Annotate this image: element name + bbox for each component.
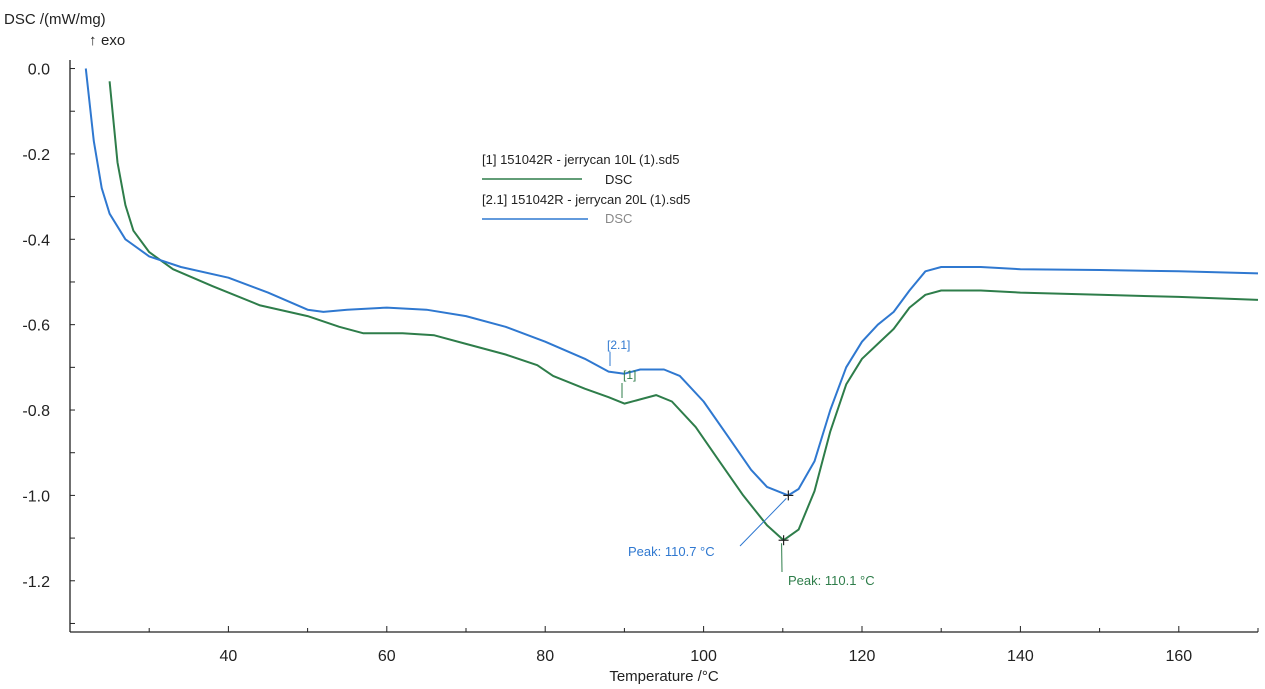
legend-series-1-name: [1] 151042R - jerrycan 10L (1).sd5 <box>482 152 680 167</box>
axes <box>69 60 1258 633</box>
exo-arrow-icon: ↑ <box>89 32 97 49</box>
peak-annotation-series-1: Peak: 110.1 °C <box>788 573 875 588</box>
series-1-tag: [1] <box>623 368 636 382</box>
legend-series-2-sub: DSC <box>605 211 632 226</box>
y-tick-label: 0.0 <box>28 62 50 79</box>
y-tick-label: -1.2 <box>22 574 50 591</box>
x-tick-label: 100 <box>690 648 717 665</box>
legend: [1] 151042R - jerrycan 10L (1).sd5 DSC [… <box>482 152 690 226</box>
y-tick-label: -0.2 <box>22 147 50 164</box>
exo-label: exo <box>101 32 125 49</box>
y-tick-label: -0.4 <box>22 232 50 249</box>
series-2-line <box>84 68 1259 497</box>
x-tick-label: 120 <box>849 648 876 665</box>
y-tick-label: -0.8 <box>22 403 50 420</box>
series-1-line <box>108 81 1259 542</box>
x-tick-label: 140 <box>1007 648 1034 665</box>
series-2-tag: [2.1] <box>607 338 630 352</box>
ticks: 40 60 80 100 120 140 160 0.0 -0.2 -0.4 -0.6 -0.8 -1.… <box>22 62 1259 665</box>
y-tick-label: -1.0 <box>22 488 50 505</box>
x-axis-label: Temperature /°C <box>609 668 719 685</box>
x-tick-label: 40 <box>220 648 238 665</box>
markers <box>609 352 794 573</box>
x-tick-label: 80 <box>536 648 554 665</box>
peak-annotation-series-2: Peak: 110.7 °C <box>628 544 715 559</box>
y-axis-label: DSC /(mW/mg) <box>4 11 106 28</box>
legend-series-2-name: [2.1] 151042R - jerrycan 20L (1).sd5 <box>482 192 690 207</box>
series-lines <box>84 68 1259 542</box>
y-tick-label: -0.6 <box>22 318 50 335</box>
x-tick-label: 60 <box>378 648 396 665</box>
peak-leader-line <box>739 498 787 547</box>
legend-series-1-sub: DSC <box>605 172 632 187</box>
x-tick-label: 160 <box>1165 648 1192 665</box>
